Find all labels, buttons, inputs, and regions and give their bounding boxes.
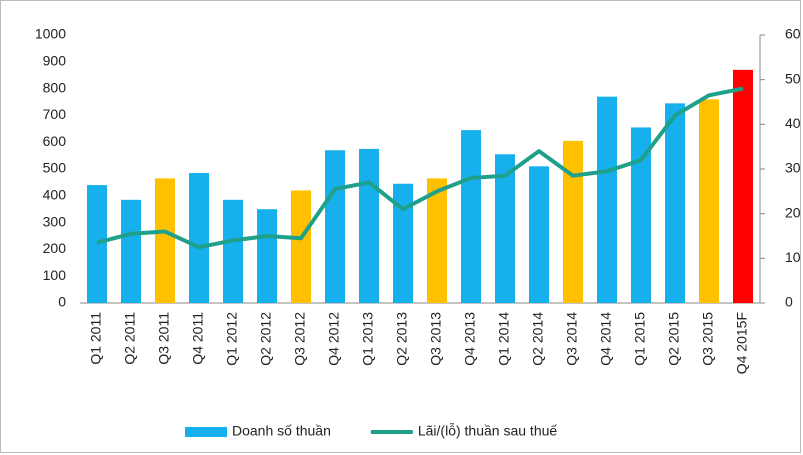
x-tick-label: Q2 2013 (394, 312, 410, 366)
legend-label: Lãi/(lỗ) thuần sau thuế (418, 423, 558, 439)
x-tick-label: Q3 2013 (428, 312, 444, 366)
legend-label: Doanh số thuần (232, 423, 331, 439)
bar (699, 99, 719, 303)
y-tick-label: 500 (43, 160, 67, 176)
legend-swatch (185, 427, 227, 437)
x-tick-label: Q2 2012 (258, 312, 274, 366)
bar (291, 190, 311, 303)
bar (529, 166, 549, 303)
x-tick-label: Q3 2014 (564, 312, 580, 366)
x-tick-label: Q4 2012 (326, 312, 342, 366)
y2-tick-label: 20 (785, 204, 801, 220)
y-tick-label: 900 (43, 53, 67, 69)
y2-tick-label: 60 (785, 26, 801, 42)
x-tick-label: Q3 2011 (156, 312, 172, 365)
bar (495, 154, 515, 303)
bar (563, 140, 583, 303)
bar (223, 199, 243, 303)
y-tick-label: 800 (43, 79, 67, 95)
x-tick-label: Q3 2012 (292, 312, 308, 366)
y-tick-label: 700 (43, 106, 67, 122)
x-tick-label: Q1 2011 (88, 312, 104, 365)
y-tick-label: 1000 (35, 26, 66, 42)
y2-tick-label: 50 (785, 70, 801, 86)
y-tick-label: 200 (43, 240, 67, 256)
y2-tick-label: 40 (785, 115, 801, 131)
bar (597, 96, 617, 303)
x-tick-label: Q2 2015 (666, 312, 682, 366)
bar (257, 209, 277, 303)
x-tick-label: Q4 2011 (190, 312, 206, 365)
bar (189, 173, 209, 303)
x-tick-label: Q1 2012 (224, 312, 240, 366)
x-tick-label: Q3 2015 (700, 312, 716, 366)
x-tick-label: Q1 2014 (496, 312, 512, 366)
y2-tick-label: 30 (785, 160, 801, 176)
x-tick-label: Q4 2015F (734, 312, 750, 374)
bar (733, 69, 753, 303)
x-tick-label: Q4 2013 (462, 312, 478, 366)
bar (665, 103, 685, 303)
bar (121, 199, 141, 303)
x-tick-label: Q1 2015 (632, 312, 648, 366)
y-tick-label: 100 (43, 267, 67, 283)
x-tick-label: Q4 2014 (598, 312, 614, 366)
bar (393, 183, 413, 303)
x-tick-label: Q1 2013 (360, 312, 376, 366)
bar (461, 130, 481, 303)
y2-tick-label: 0 (785, 294, 793, 310)
bar (87, 185, 107, 303)
y-tick-label: 400 (43, 187, 67, 203)
bar (631, 127, 651, 304)
bar (325, 150, 345, 303)
y-tick-label: 600 (43, 133, 67, 149)
y-tick-label: 0 (58, 294, 66, 310)
x-tick-label: Q2 2011 (122, 312, 138, 365)
line (96, 86, 744, 250)
x-tick-label: Q2 2014 (530, 312, 546, 366)
y-tick-label: 300 (43, 213, 67, 229)
bar (359, 148, 379, 303)
y2-tick-label: 10 (785, 249, 801, 265)
bar (427, 178, 447, 303)
bar (155, 178, 175, 303)
